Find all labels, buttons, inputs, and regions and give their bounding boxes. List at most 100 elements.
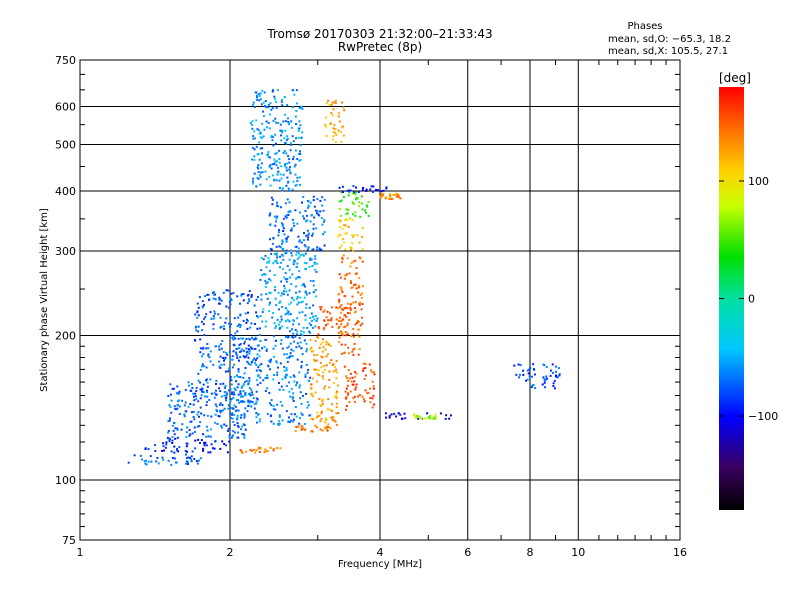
data-point bbox=[272, 378, 275, 381]
data-point bbox=[180, 428, 183, 431]
data-point bbox=[229, 400, 232, 403]
data-point bbox=[279, 342, 282, 345]
data-point bbox=[223, 394, 226, 397]
data-point bbox=[256, 357, 259, 360]
data-point bbox=[242, 293, 245, 295]
data-point bbox=[552, 382, 555, 385]
data-point bbox=[340, 140, 343, 143]
data-point bbox=[265, 320, 268, 323]
data-point bbox=[345, 273, 348, 276]
data-point bbox=[168, 440, 171, 443]
data-point bbox=[264, 100, 267, 102]
data-point bbox=[259, 92, 262, 95]
data-point bbox=[554, 387, 556, 390]
data-point bbox=[176, 407, 179, 410]
data-point bbox=[269, 291, 272, 294]
data-point bbox=[288, 355, 291, 358]
data-point bbox=[278, 328, 281, 330]
data-point bbox=[186, 426, 189, 429]
data-point bbox=[392, 194, 395, 196]
data-point bbox=[247, 382, 250, 385]
data-point bbox=[271, 242, 274, 245]
data-point bbox=[358, 276, 361, 279]
data-point bbox=[237, 383, 240, 386]
data-point bbox=[277, 170, 280, 173]
data-point bbox=[281, 104, 284, 107]
data-point bbox=[260, 298, 263, 301]
data-point bbox=[198, 459, 201, 462]
data-point bbox=[298, 323, 300, 326]
data-point bbox=[427, 416, 430, 419]
data-point bbox=[241, 425, 244, 428]
y-tick-label: 750 bbox=[55, 54, 76, 67]
data-point bbox=[375, 188, 377, 191]
data-point bbox=[295, 346, 298, 349]
data-point bbox=[251, 120, 254, 123]
data-point bbox=[230, 383, 233, 386]
data-point bbox=[259, 147, 262, 150]
data-point bbox=[354, 283, 357, 286]
data-point bbox=[277, 231, 280, 234]
data-point bbox=[533, 373, 536, 376]
data-point bbox=[285, 169, 288, 172]
data-point bbox=[242, 383, 245, 386]
data-point bbox=[205, 404, 208, 407]
data-point bbox=[338, 219, 340, 222]
data-point bbox=[272, 404, 275, 407]
data-point bbox=[314, 314, 317, 317]
data-point bbox=[318, 414, 321, 417]
data-point bbox=[241, 433, 244, 435]
data-point bbox=[315, 320, 318, 322]
data-point bbox=[281, 268, 284, 271]
data-point bbox=[283, 284, 286, 287]
data-point bbox=[235, 405, 237, 408]
data-point bbox=[265, 106, 268, 109]
data-point bbox=[325, 343, 328, 346]
data-point bbox=[326, 342, 329, 345]
data-point bbox=[253, 148, 256, 151]
data-point bbox=[335, 412, 338, 415]
data-point bbox=[181, 399, 184, 402]
data-point bbox=[396, 195, 398, 198]
data-point bbox=[299, 397, 302, 400]
data-point bbox=[243, 356, 246, 359]
data-point bbox=[287, 235, 290, 238]
data-point bbox=[167, 429, 170, 432]
data-point bbox=[174, 427, 177, 430]
data-point bbox=[325, 324, 328, 327]
data-point bbox=[323, 219, 326, 222]
data-point bbox=[278, 382, 280, 384]
data-point bbox=[215, 408, 218, 411]
data-point bbox=[353, 284, 356, 286]
data-point bbox=[272, 144, 275, 147]
data-point bbox=[240, 386, 243, 389]
data-point bbox=[334, 141, 337, 143]
data-point bbox=[282, 173, 285, 176]
data-point bbox=[255, 412, 258, 415]
data-point bbox=[225, 394, 228, 397]
data-point bbox=[322, 371, 325, 374]
data-point bbox=[340, 332, 343, 335]
data-point bbox=[339, 219, 342, 222]
data-point bbox=[234, 431, 236, 434]
data-point bbox=[273, 95, 276, 98]
data-point bbox=[248, 379, 251, 382]
data-point bbox=[360, 296, 363, 299]
data-point bbox=[236, 295, 239, 298]
data-point bbox=[207, 451, 210, 454]
data-point bbox=[371, 397, 374, 400]
data-point bbox=[542, 376, 545, 379]
data-point bbox=[229, 388, 232, 391]
data-point bbox=[360, 308, 363, 311]
data-point bbox=[296, 180, 299, 182]
data-point bbox=[244, 367, 247, 369]
data-point bbox=[287, 187, 290, 190]
data-point bbox=[309, 201, 312, 204]
data-point bbox=[554, 365, 557, 368]
data-point bbox=[253, 304, 256, 307]
data-point bbox=[294, 149, 297, 152]
data-point bbox=[292, 323, 295, 326]
data-point bbox=[275, 107, 278, 109]
data-point bbox=[229, 358, 232, 361]
data-point bbox=[177, 392, 180, 395]
